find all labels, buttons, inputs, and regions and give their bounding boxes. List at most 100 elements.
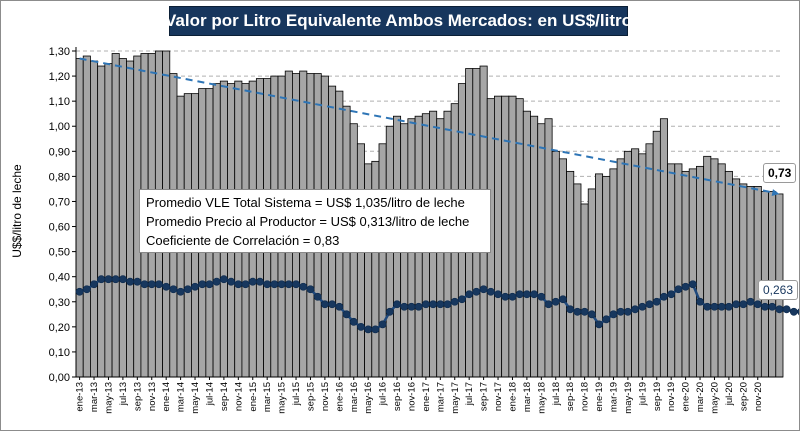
price-point [623,307,632,316]
x-tick-label: ene-15 [248,382,259,412]
callout-last-price: 0,263 [758,280,799,300]
x-tick-label: may-20 [709,382,720,414]
callout-last-vle: 0,73 [763,163,797,183]
x-tick-label: mar-15 [262,382,273,412]
price-point [256,277,264,286]
x-tick-label: nov-17 [493,382,504,411]
vle-bar [530,115,539,378]
vle-bar [631,148,640,378]
price-point [277,280,286,289]
x-tick-label: ene-13 [75,382,86,412]
vle-bar [623,150,632,378]
x-tick-label: mar-14 [176,382,187,412]
price-point [133,277,142,286]
price-point [349,317,358,326]
price-point [458,295,466,304]
price-point [674,285,683,294]
price-point [421,300,430,309]
price-point [104,275,113,284]
price-point [140,280,149,289]
price-point [191,282,199,291]
vle-bar [659,118,668,378]
x-tick-label: nov-15 [320,382,331,411]
price-point [501,292,510,301]
x-tick-label: may-19 [623,382,634,414]
vle-bar [616,158,625,378]
price-point [681,282,690,291]
vle-bar [739,183,748,378]
price-point [299,282,308,291]
y-tick-label: 0,60 [49,222,70,234]
vle-trend-line [79,57,780,196]
vle-bar [724,170,733,378]
x-tick-label: ene-17 [421,382,432,412]
chart-title: Valor por Litro Equivalente Ambos Mercad… [165,11,632,30]
price-point [566,305,575,314]
y-axis-label: U$$/litro de leche [10,164,24,258]
x-tick-label: may-17 [450,382,461,414]
price-point [761,302,769,311]
producer-price-series [75,275,799,334]
x-tick-label: jul-18 [551,382,562,406]
x-tick-label: ene-20 [681,382,692,412]
price-point [645,300,654,309]
vle-bar [732,178,741,378]
price-point [436,300,445,309]
x-tick-label: mar-13 [89,382,100,412]
price-point [169,285,178,294]
price-point [580,307,589,316]
vle-bar [508,95,517,378]
price-point [753,300,762,309]
price-point [530,290,539,299]
price-point [710,302,719,311]
trend-arrowhead [771,189,780,196]
price-point [522,290,531,299]
price-point [82,285,91,294]
x-tick-label: sep-13 [132,382,143,411]
vle-bar [602,175,611,378]
price-point [90,280,98,289]
y-tick-label: 0,30 [49,297,70,309]
chart-title-box: Valor por Litro Equivalente Ambos Mercad… [165,6,632,36]
stats-line-correlation: Coeficiente de Correlación = 0,83 [146,233,340,248]
x-tick-label: mar-19 [608,382,619,412]
price-point [198,280,207,289]
price-point [371,325,380,334]
price-point [544,300,553,309]
price-point [155,280,163,289]
price-point [234,280,243,289]
price-point [688,280,697,289]
vle-bar [501,95,510,378]
price-point [595,320,603,329]
y-tick-label: 0,50 [49,247,70,259]
vle-bar [522,110,531,378]
price-point [378,320,387,329]
y-tick-label: 1,10 [49,96,70,108]
y-tick-label: 1,30 [49,46,70,58]
x-tick-label: may-16 [363,382,374,414]
price-point [486,287,495,296]
axes [75,47,783,378]
price-point [393,300,401,309]
price-point [429,300,438,309]
x-tick-label: sep-18 [565,382,576,411]
price-point [660,292,668,301]
price-point [292,280,300,289]
price-point [782,305,791,314]
x-tick-label: ene-14 [161,382,172,412]
price-point [227,277,236,286]
price-point [515,290,524,299]
stats-line-avg-vle: Promedio VLE Total Sistema = US$ 1,035/l… [146,195,465,210]
price-point [335,302,344,311]
price-point [443,300,452,309]
stats-line-avg-price: Promedio Precio al Productor = US$ 0,313… [146,214,470,229]
price-point [573,307,582,316]
y-axis-ticks: 0,00 0,10 0,20 0,30 0,40 0,50 0,60 0,70 0,80 0,90… [49,46,76,384]
y-tick-label: 0,10 [49,347,70,359]
x-tick-label: mar-16 [349,382,360,412]
price-point [364,325,373,334]
price-point [118,275,127,284]
x-tick-label: nov-18 [580,382,591,411]
y-tick-label: 0,70 [49,196,70,208]
vle-bar [587,188,596,378]
